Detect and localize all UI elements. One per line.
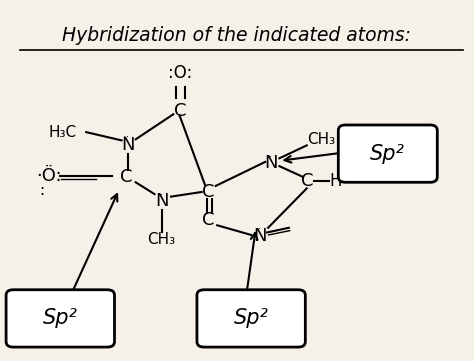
Text: C: C [120,168,133,186]
Text: N: N [253,227,266,245]
Text: C: C [202,183,215,201]
Text: C: C [202,211,215,229]
Text: ..: .. [157,187,164,197]
Text: H₃C: H₃C [49,125,77,140]
Text: CH₃: CH₃ [147,232,176,247]
Text: :: : [39,183,44,198]
FancyBboxPatch shape [338,125,438,182]
Text: ..: .. [265,149,273,159]
Text: Sp²: Sp² [43,308,78,329]
Text: C: C [174,102,187,119]
FancyBboxPatch shape [197,290,305,347]
Text: N: N [264,154,278,172]
Text: :O:: :O: [168,64,192,82]
Text: Sp²: Sp² [370,144,405,164]
Text: CH₃: CH₃ [307,132,335,147]
Text: Hybridization of the indicated atoms:: Hybridization of the indicated atoms: [63,26,411,45]
Text: ·Ö:: ·Ö: [36,167,61,185]
Text: C: C [301,172,314,190]
Text: H: H [330,172,342,190]
Text: N: N [121,136,135,154]
Text: Sp²: Sp² [234,308,269,329]
Text: N: N [155,192,168,210]
Text: ..: .. [123,129,130,139]
Text: ..: .. [255,221,262,231]
FancyBboxPatch shape [6,290,115,347]
